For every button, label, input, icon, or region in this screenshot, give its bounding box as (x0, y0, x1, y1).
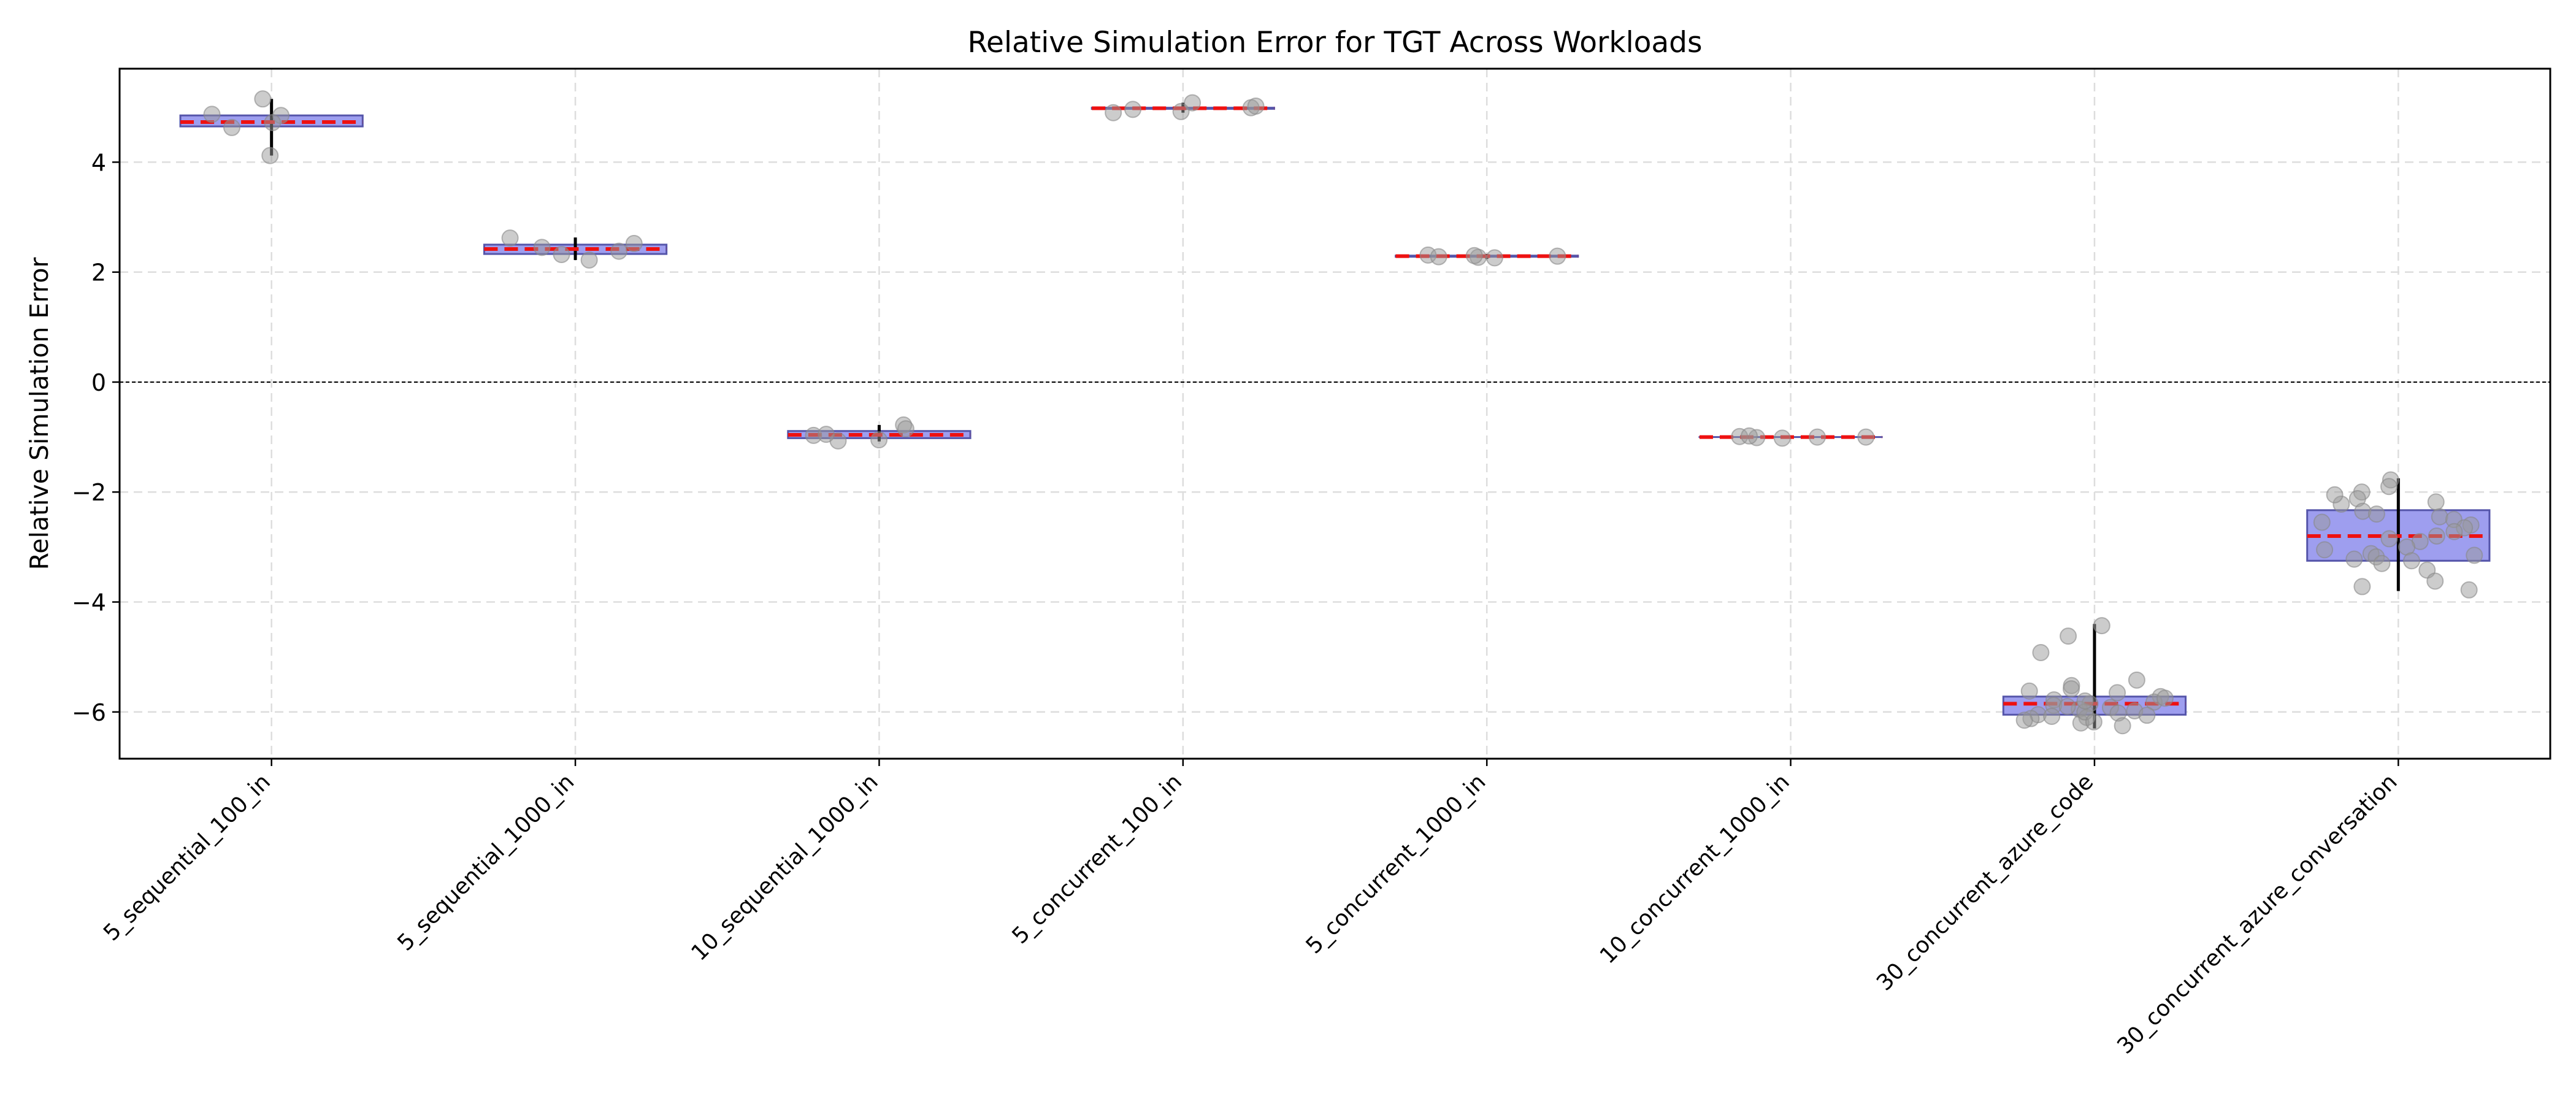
data-point (2345, 550, 2363, 568)
data-point (2426, 572, 2444, 590)
y-axis-label: Relative Simulation Error (25, 257, 54, 570)
data-point (2020, 682, 2038, 700)
y-tick-label: −4 (72, 589, 106, 616)
data-point (1857, 428, 1875, 446)
data-point (261, 147, 279, 164)
y-axis-ticks: −6 −4 −2 0 2 4 (72, 149, 120, 726)
data-point (1430, 248, 1447, 266)
data-point (254, 90, 272, 108)
data-point (610, 242, 628, 260)
plot-area-frame (118, 67, 2551, 760)
data-point (2316, 541, 2334, 559)
data-point (2445, 523, 2463, 540)
data-point (1741, 427, 1758, 445)
data-point (1184, 94, 1202, 112)
data-points (203, 90, 2483, 735)
data-point (1773, 429, 1791, 447)
y-tick-label: 2 (91, 259, 106, 286)
data-point (2138, 707, 2156, 724)
data-point (2460, 581, 2478, 599)
data-point (1105, 104, 1122, 121)
data-point (2466, 546, 2483, 564)
data-point (223, 118, 241, 136)
data-point (533, 239, 551, 256)
data-point (2032, 643, 2050, 661)
data-point (2058, 697, 2076, 715)
data-point (1485, 249, 1503, 267)
data-point (264, 113, 282, 131)
data-point (1247, 97, 1265, 115)
data-point (1808, 428, 1826, 446)
data-point (2353, 578, 2371, 596)
data-point (1124, 101, 1142, 118)
chart-title: Relative Simulation Error for TGT Across… (967, 26, 1702, 59)
data-point (2367, 505, 2385, 523)
data-point (2093, 617, 2110, 635)
data-point (553, 245, 570, 263)
data-point (897, 420, 914, 438)
data-point (2380, 478, 2398, 496)
data-point (818, 426, 835, 443)
data-point (2015, 711, 2033, 729)
y-tick-label: −2 (72, 479, 106, 506)
y-tick-label: 0 (91, 369, 106, 396)
data-point (625, 235, 643, 253)
y-tick-label: −6 (72, 699, 106, 726)
data-point (501, 229, 519, 247)
data-point (2373, 554, 2391, 572)
data-point (2402, 552, 2420, 570)
data-point (2354, 502, 2372, 520)
data-point (2114, 717, 2131, 735)
data-point (2060, 627, 2077, 645)
data-point (203, 105, 221, 123)
data-point (1172, 102, 1190, 120)
data-point (2313, 513, 2331, 531)
data-point (2063, 680, 2080, 698)
data-point (2085, 713, 2103, 730)
data-point (1465, 247, 1483, 264)
data-point (2043, 707, 2061, 725)
data-point (2431, 508, 2448, 526)
data-point (870, 431, 888, 449)
data-point (2326, 486, 2344, 504)
data-point (2109, 684, 2126, 702)
data-point (1549, 247, 1566, 265)
data-point (2380, 530, 2398, 548)
data-point (580, 251, 598, 269)
data-point (2427, 493, 2445, 511)
data-point (2128, 671, 2145, 689)
y-tick-label: 4 (91, 149, 106, 176)
data-point (2156, 689, 2174, 707)
data-point (2428, 527, 2445, 545)
data-point (2076, 692, 2094, 710)
